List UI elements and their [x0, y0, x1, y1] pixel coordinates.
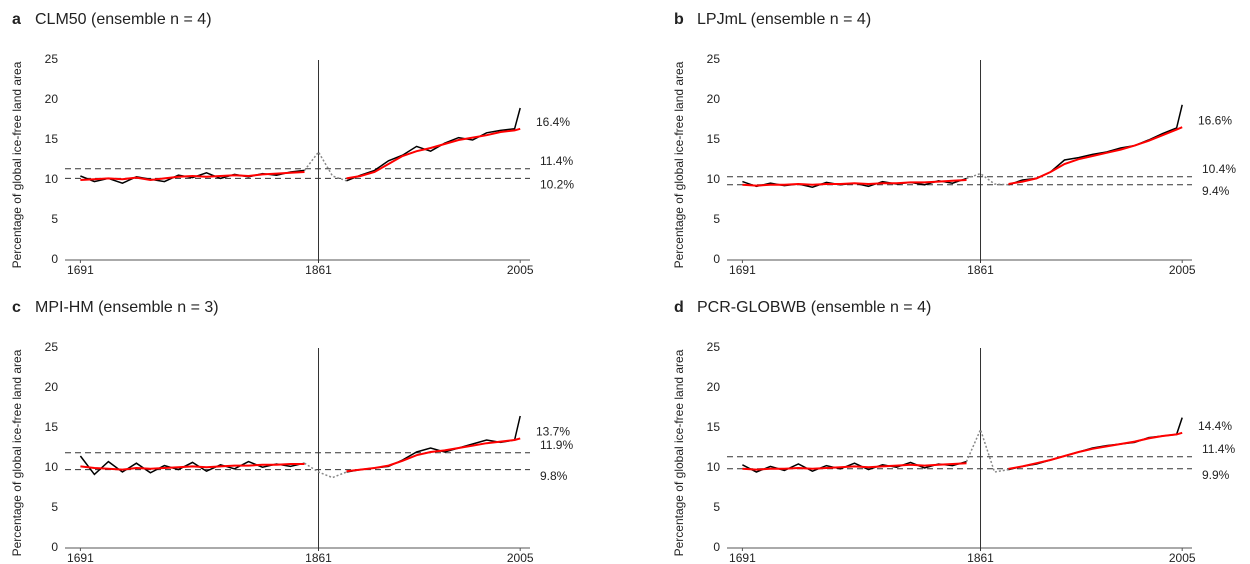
- reference-label: 11.4%: [540, 154, 573, 168]
- running-mean-line: [80, 127, 521, 182]
- reference-label: 11.4%: [1202, 442, 1235, 456]
- panel: a CLM50 (ensemble n = 4) Percentage of glo…: [10, 11, 574, 277]
- spinup-line: [303, 150, 347, 182]
- x-tick-label: 2005: [1169, 263, 1196, 277]
- panel: d PCR-GLOBWB (ensemble n = 4) Percentage o…: [672, 299, 1235, 564]
- y-tick-label: 25: [45, 52, 59, 66]
- reference-label: 9.8%: [540, 469, 568, 483]
- x-tick-label: 1861: [305, 263, 332, 277]
- end-value-label: 16.6%: [1198, 113, 1232, 127]
- y-tick-label: 10: [45, 172, 59, 186]
- panel-title: LPJmL (ensemble n = 4): [697, 11, 871, 28]
- y-tick-label: 25: [707, 340, 721, 354]
- y-tick-label: 5: [51, 212, 58, 226]
- spinup-line: [966, 172, 1009, 186]
- y-tick-label: 10: [45, 460, 59, 474]
- annual-line: [79, 415, 521, 476]
- y-tick-label: 20: [45, 92, 59, 106]
- y-tick-label: 0: [713, 540, 720, 554]
- y-tick-label: 5: [51, 500, 58, 514]
- spinup-line: [304, 462, 347, 479]
- panel-letter: d: [674, 299, 684, 316]
- panel-title: PCR-GLOBWB (ensemble n = 4): [697, 299, 931, 316]
- y-tick-label: 0: [51, 540, 58, 554]
- x-tick-label: 1691: [67, 263, 94, 277]
- panel: b LPJmL (ensemble n = 4) Percentage of glo…: [672, 11, 1236, 277]
- y-tick-label: 25: [45, 340, 59, 354]
- x-tick-label: 2005: [507, 551, 534, 564]
- x-tick-label: 1861: [967, 263, 994, 277]
- y-tick-label: 10: [707, 460, 721, 474]
- running-mean-line: [742, 431, 1183, 471]
- y-tick-label: 15: [707, 420, 721, 434]
- reference-label: 11.9%: [540, 438, 573, 452]
- spinup-line: [965, 427, 1009, 473]
- panel-letter: c: [12, 299, 21, 316]
- annual-line: [742, 104, 1183, 188]
- x-tick-label: 1691: [67, 551, 94, 564]
- x-tick-label: 1691: [729, 263, 756, 277]
- y-axis-label: Percentage of global ice-free land area: [672, 61, 686, 268]
- end-value-label: 14.4%: [1198, 419, 1232, 433]
- y-axis-label: Percentage of global ice-free land area: [672, 349, 686, 556]
- y-tick-label: 5: [713, 500, 720, 514]
- y-tick-label: 20: [707, 92, 721, 106]
- y-tick-label: 15: [707, 132, 721, 146]
- panel-letter: a: [12, 11, 21, 28]
- reference-label: 10.2%: [540, 178, 574, 192]
- y-axis-label: Percentage of global ice-free land area: [10, 61, 24, 268]
- x-tick-label: 2005: [1169, 551, 1196, 564]
- running-mean-line: [80, 437, 521, 473]
- y-axis-label: Percentage of global ice-free land area: [10, 349, 24, 556]
- y-tick-label: 10: [707, 172, 721, 186]
- x-tick-label: 1861: [967, 551, 994, 564]
- end-value-label: 13.7%: [536, 425, 570, 439]
- x-tick-label: 1691: [729, 551, 756, 564]
- panel-title: CLM50 (ensemble n = 4): [35, 11, 212, 28]
- y-tick-label: 15: [45, 132, 59, 146]
- reference-label: 10.4%: [1202, 162, 1236, 176]
- reference-label: 9.9%: [1202, 468, 1230, 482]
- y-tick-label: 5: [713, 212, 720, 226]
- y-tick-label: 25: [707, 52, 721, 66]
- panel-title: MPI-HM (ensemble n = 3): [35, 299, 219, 316]
- end-value-label: 16.4%: [536, 115, 570, 129]
- y-tick-label: 20: [707, 380, 721, 394]
- x-tick-label: 1861: [305, 551, 332, 564]
- y-tick-label: 0: [713, 252, 720, 266]
- y-tick-label: 15: [45, 420, 59, 434]
- reference-label: 9.4%: [1202, 184, 1230, 198]
- panel: c MPI-HM (ensemble n = 3) Percentage of gl…: [10, 299, 573, 564]
- x-tick-label: 2005: [507, 263, 534, 277]
- y-tick-label: 20: [45, 380, 59, 394]
- running-mean-line: [742, 126, 1183, 187]
- panel-letter: b: [674, 11, 684, 28]
- y-tick-label: 0: [51, 252, 58, 266]
